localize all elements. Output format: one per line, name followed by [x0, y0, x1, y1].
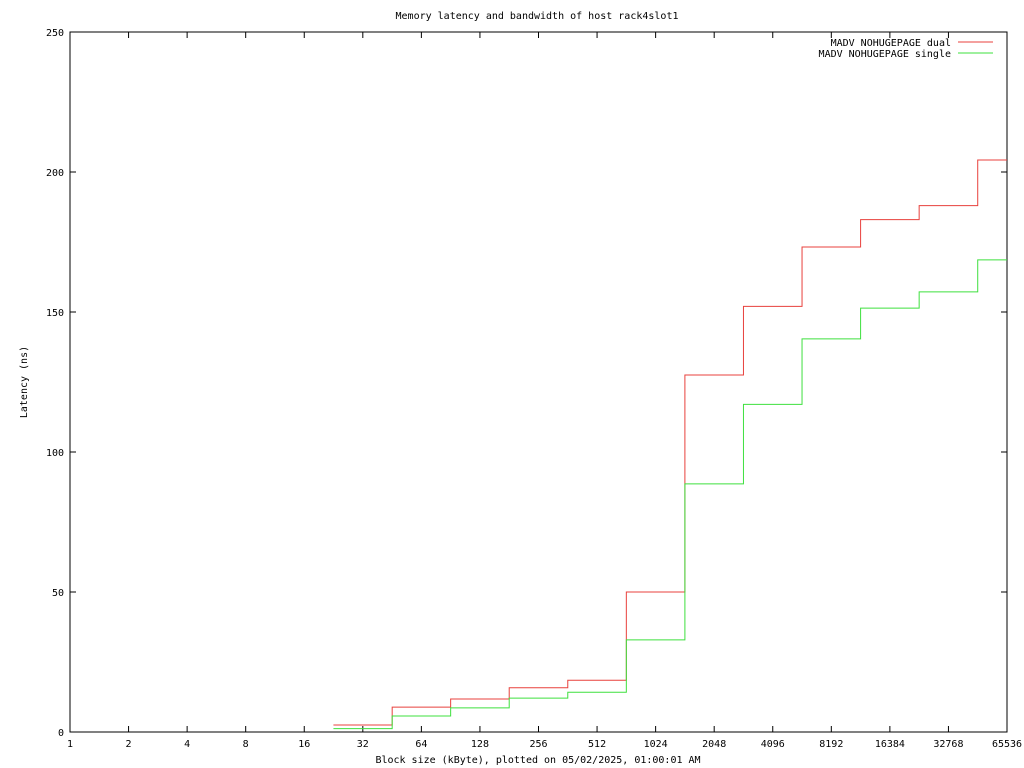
x-tick-label: 1024 — [644, 739, 668, 750]
x-tick-label: 32768 — [933, 739, 963, 750]
x-tick-label: 65536 — [992, 739, 1022, 750]
x-tick-label: 2 — [126, 739, 132, 750]
x-tick-label: 1 — [67, 739, 73, 750]
x-tick-label: 2048 — [702, 739, 726, 750]
y-tick-label: 50 — [52, 588, 64, 599]
y-tick-label: 200 — [46, 168, 64, 179]
x-tick-label: 8 — [243, 739, 249, 750]
plot-area: 1 2 4 8 16 32 64 128 256 512 1024 2048 4096 8192 16384… — [46, 28, 1022, 750]
x-tick-label: 64 — [415, 739, 427, 750]
x-tick-label: 256 — [529, 739, 547, 750]
x-tick-label: 512 — [588, 739, 606, 750]
y-tick-label: 0 — [58, 728, 64, 739]
y-tick-label: 100 — [46, 448, 64, 459]
y-tick-label: 150 — [46, 308, 64, 319]
plot-frame — [69, 31, 1008, 733]
y-axis-label: Latency (ns) — [19, 346, 30, 418]
x-tick-label: 4 — [184, 739, 190, 750]
x-tick-label: 32 — [357, 739, 369, 750]
x-tick-label: 16384 — [875, 739, 905, 750]
x-axis-label: Block size (kByte), plotted on 05/02/202… — [375, 755, 700, 766]
y-tick-label: 250 — [46, 28, 64, 39]
chart-title: Memory latency and bandwidth of host rac… — [396, 11, 679, 22]
x-tick-label: 8192 — [819, 739, 843, 750]
series-line-2 — [333, 259, 1007, 730]
legend-label-2: MADV NOHUGEPAGE single — [819, 49, 951, 60]
x-tick-label: 128 — [471, 739, 489, 750]
x-tick-label: 16 — [298, 739, 310, 750]
x-tick-label: 4096 — [761, 739, 785, 750]
legend-label-1: MADV NOHUGEPAGE dual — [831, 38, 951, 49]
